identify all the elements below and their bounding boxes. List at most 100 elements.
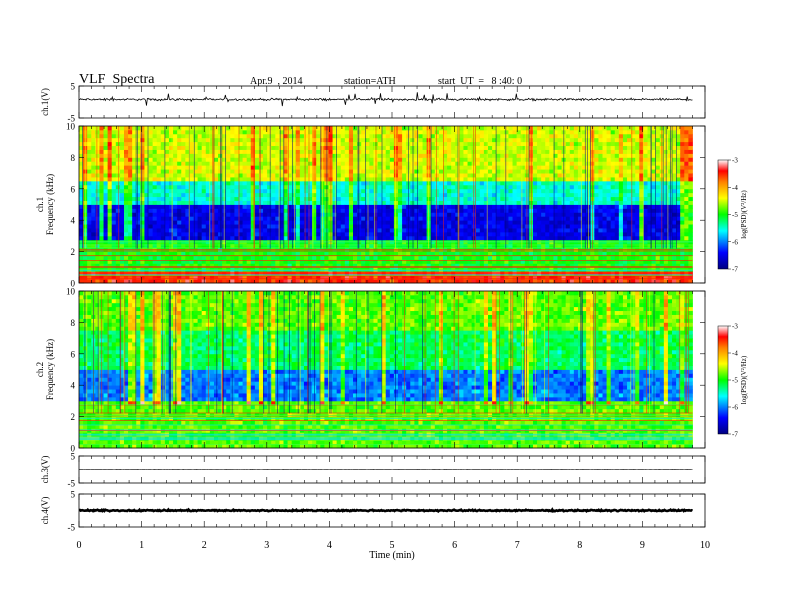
spectrogram-cell — [537, 212, 542, 217]
spectrogram-cell — [418, 177, 423, 182]
spectrogram-cell — [353, 255, 358, 260]
spectrogram-cell — [279, 263, 284, 268]
spectrogram-cell — [512, 200, 518, 205]
spectrogram-cell — [119, 208, 125, 213]
spectrogram-cell — [434, 212, 440, 217]
spectrogram-cell — [516, 208, 522, 213]
spectrogram-cell — [246, 149, 252, 154]
spectrogram-cell — [148, 251, 154, 256]
spectrogram-cell — [463, 177, 468, 182]
spectrogram-cell — [160, 231, 166, 237]
spectrogram-cell — [91, 153, 96, 158]
spectrogram-cell — [398, 235, 403, 241]
spectrogram-cell — [242, 165, 248, 170]
spectrogram-cell — [111, 200, 117, 205]
spectrogram-cell — [549, 145, 554, 150]
spectrogram-cell — [111, 145, 117, 150]
spectrogram-cell — [459, 133, 464, 139]
spectrogram-cell — [508, 263, 513, 268]
spectrogram-cell — [254, 231, 260, 237]
spectrogram-cell — [189, 141, 194, 147]
spectrogram-cell — [87, 153, 92, 158]
spectrogram-cell — [226, 161, 231, 166]
spectrogram-cell — [128, 126, 133, 131]
spectrogram-cell — [361, 177, 366, 182]
spectrogram-cell — [242, 243, 248, 249]
spectrogram-cell — [144, 224, 149, 229]
spectrogram-cell — [492, 200, 497, 205]
spectrogram-cell — [569, 165, 575, 170]
spectrogram-cell — [500, 129, 505, 135]
spectrogram-cell — [393, 255, 399, 260]
spectrogram-cell — [365, 137, 370, 143]
spectrogram-cell — [451, 275, 456, 280]
spectrogram-cell — [410, 279, 415, 284]
spectrogram-cell — [389, 204, 395, 209]
spectrogram-cell — [132, 145, 137, 150]
spectrogram-cell — [164, 180, 170, 186]
spectrogram-cell — [418, 149, 423, 154]
spectrogram-cell — [230, 129, 235, 135]
spectrogram-cell — [111, 177, 117, 182]
spectrogram-cell — [181, 196, 186, 201]
spectrogram-cell — [414, 173, 419, 178]
spectrogram-cell — [438, 161, 444, 166]
spectrogram-cell — [418, 251, 423, 256]
spectrogram-cell — [353, 129, 358, 135]
spectrogram-cell — [451, 224, 456, 229]
spectrogram-cell — [369, 129, 374, 135]
spectrogram-cell — [385, 259, 391, 264]
spectrogram-cell — [492, 212, 497, 217]
spectrogram-cell — [246, 279, 252, 284]
spectrogram-cell — [263, 200, 268, 205]
spectrogram-cell — [234, 251, 239, 256]
spectrogram-cell — [107, 208, 113, 213]
spectrogram-cell — [213, 231, 219, 237]
spectrogram-cell — [254, 279, 260, 284]
spectrogram-cell — [549, 204, 554, 209]
spectrogram-cell — [447, 220, 452, 225]
spectrogram-cell — [312, 188, 317, 194]
spectrogram-cell — [361, 137, 366, 143]
spectrogram-cell — [160, 192, 166, 198]
spectrogram-cell — [475, 126, 481, 131]
spectrogram-cell — [357, 157, 362, 162]
spectrogram-cell — [238, 196, 243, 201]
spectrogram-cell — [181, 192, 186, 198]
spectrogram-cell — [238, 220, 243, 225]
spectrogram-cell — [479, 188, 485, 194]
spectrogram-cell — [258, 149, 264, 154]
spectrogram-cell — [258, 204, 264, 209]
spectrogram-cell — [197, 192, 203, 198]
spectrogram-cell — [299, 231, 305, 237]
spectrogram-cell — [271, 255, 276, 260]
spectrogram-cell — [193, 220, 199, 225]
spectrogram-cell — [377, 129, 383, 135]
spectrogram-cell — [381, 184, 387, 190]
spectrogram-cell — [422, 145, 428, 150]
spectrogram-cell — [299, 220, 305, 225]
spectrogram-cell — [242, 259, 248, 264]
spectrogram-cell — [267, 255, 272, 260]
spectrogram-cell — [316, 153, 321, 158]
spectrogram-cell — [99, 208, 104, 213]
start-time-label: start UT = 8 :40: 0 — [438, 76, 523, 87]
spectrogram-cell — [512, 235, 518, 241]
spectrogram-cell — [234, 137, 239, 143]
spectrogram-cell — [348, 243, 354, 249]
spectrogram-cell — [455, 251, 460, 256]
spectrogram-cell — [87, 263, 92, 268]
spectrogram-cell — [557, 243, 562, 249]
spectrogram-cell — [438, 173, 444, 178]
spectrogram-cell — [226, 196, 231, 201]
spectrogram-cell — [434, 141, 440, 147]
spectrogram-cell — [443, 177, 448, 182]
spectrogram-cell — [451, 141, 456, 147]
spectrogram-cell — [414, 224, 419, 229]
spectrogram-cell — [393, 208, 399, 213]
spectrogram-cell — [136, 208, 141, 213]
spectrogram-cell — [500, 149, 505, 154]
spectrogram-cell — [434, 133, 440, 139]
spectrogram-cell — [115, 220, 121, 225]
spectrogram-cell — [144, 137, 149, 143]
